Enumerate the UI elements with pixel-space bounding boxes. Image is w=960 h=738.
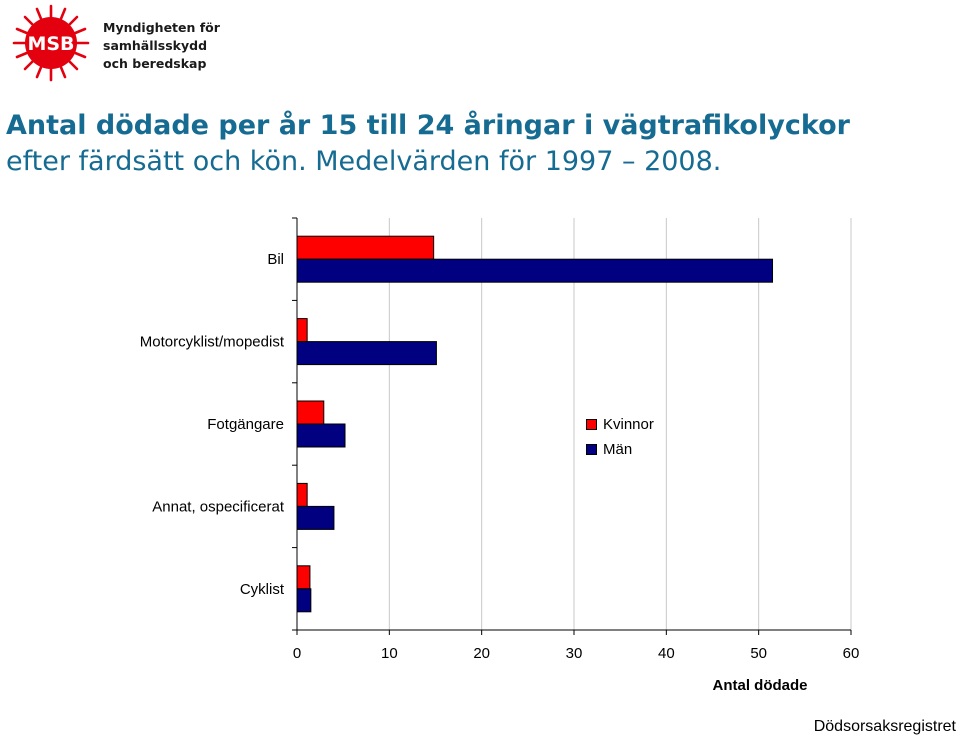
chart-title: Antal dödade per år 15 till 24 åringar i…: [6, 108, 956, 180]
category-label: Fotgängare: [207, 416, 284, 433]
x-tick-label: 50: [750, 645, 767, 662]
msb-logo-label: MSB: [27, 33, 74, 55]
legend-swatch-man: [586, 444, 597, 455]
source-note: Dödsorsaksregistret: [813, 718, 956, 735]
legend-label-man: Män: [603, 441, 633, 458]
agency-name-line: Myndigheten för: [103, 20, 220, 35]
x-tick-label: 40: [658, 645, 675, 662]
bar-man: [296, 258, 774, 283]
chart-title-line-2: efter färdsätt och kön. Medelvärden för …: [6, 146, 722, 177]
x-tick-label: 0: [293, 645, 301, 662]
bar-kvinnor: [296, 318, 308, 343]
msb-logo-mark: MSB: [12, 4, 90, 82]
legend-label-kvinnor: Kvinnor: [603, 416, 654, 433]
bar-kvinnor: [296, 565, 311, 590]
x-axis-title: Antal dödade: [712, 677, 807, 694]
bar-kvinnor: [296, 482, 308, 507]
bar-kvinnor: [296, 400, 325, 425]
category-label: Cyklist: [240, 581, 285, 598]
category-label: Motorcyklist/mopedist: [140, 334, 285, 351]
legend-item-man: Män: [586, 437, 654, 462]
bar-man: [296, 341, 437, 366]
agency-name: Myndigheten för samhällsskydd och bereds…: [103, 19, 220, 73]
category-label: Annat, ospecificerat: [152, 498, 285, 515]
x-tick-label: 20: [473, 645, 490, 662]
agency-name-line: samhällsskydd: [103, 38, 208, 53]
legend-item-kvinnor: Kvinnor: [586, 412, 654, 437]
agency-name-line: och beredskap: [103, 56, 207, 71]
x-tick-label: 60: [843, 645, 860, 662]
chart-title-line-1: Antal dödade per år 15 till 24 åringar i…: [6, 110, 850, 141]
category-label: Bil: [267, 251, 284, 268]
x-tick-label: 30: [566, 645, 583, 662]
bar-man: [296, 505, 335, 530]
bar-man: [296, 423, 346, 448]
bar-man: [296, 588, 312, 613]
msb-logo: MSB Myndigheten för samhällsskydd och be…: [6, 2, 220, 84]
x-tick-label: 10: [381, 645, 398, 662]
legend-swatch-kvinnor: [586, 419, 597, 430]
bar-kvinnor: [296, 235, 435, 260]
chart-legend: Kvinnor Män: [586, 412, 654, 462]
